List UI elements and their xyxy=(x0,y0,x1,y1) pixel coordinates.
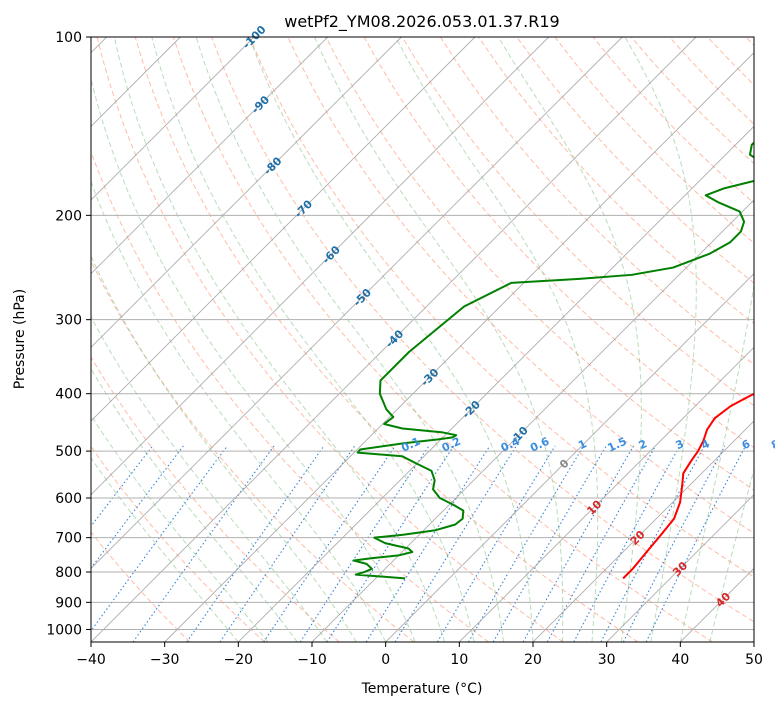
mixing-ratio-line xyxy=(263,445,396,642)
x-tick-label: 30 xyxy=(598,652,616,668)
dry-adiabat-line xyxy=(249,37,754,578)
y-axis-label: Pressure (hPa) xyxy=(12,289,28,389)
dewpoint-profile-line xyxy=(352,141,754,580)
isotherm-line xyxy=(91,37,328,275)
moist-adiabats xyxy=(91,37,754,642)
moist-adiabat-line xyxy=(91,457,239,642)
dry-adiabat-line xyxy=(91,445,265,642)
moist-adiabat-line xyxy=(624,37,697,642)
y-tick-label: 900 xyxy=(55,595,82,611)
y-tick-label: 500 xyxy=(55,444,82,460)
mixing-ratio-lines xyxy=(91,445,747,642)
y-tick-label: 600 xyxy=(55,491,82,507)
mixing-ratio-line xyxy=(299,445,430,642)
dry-adiabat-line xyxy=(516,37,754,284)
isotherm-line xyxy=(164,52,754,642)
mixing-ratio-line xyxy=(365,445,491,642)
isotherm-line xyxy=(606,494,754,642)
isotherm-line xyxy=(311,199,754,642)
moist-adiabat-line xyxy=(248,37,534,642)
y-tick-label: 300 xyxy=(55,313,82,329)
x-tick-label: −30 xyxy=(150,652,180,668)
y-axis-ticks: 100 200 300 400 500 600 700 800 900 1000 xyxy=(46,30,91,638)
x-axis-ticks: −40 −30 −20 −10 0 10 20 30 40 50 xyxy=(76,642,763,668)
plot-area: -100-90-80-70-60-50-40-30-20-10010203040… xyxy=(90,23,775,643)
dry-adiabat-line xyxy=(325,37,754,491)
x-axis-label: Temperature (°C) xyxy=(361,681,483,697)
plot-frame xyxy=(90,36,755,643)
dry-adiabat-line xyxy=(91,150,489,642)
dry-adiabat-line xyxy=(134,37,639,642)
isotherm-line xyxy=(238,125,754,642)
dry-adiabat-line xyxy=(96,37,564,642)
isotherm-line xyxy=(91,37,623,569)
x-tick-label: −40 xyxy=(76,652,106,668)
x-tick-label: 20 xyxy=(524,652,542,668)
isotherm-line xyxy=(459,346,754,642)
dry-adiabat-line xyxy=(211,37,754,623)
mixing-ratio-line xyxy=(522,445,634,642)
x-tick-label: 0 xyxy=(381,652,390,668)
moist-adiabat-line xyxy=(113,37,446,642)
y-tick-label: 400 xyxy=(55,387,82,403)
moist-adiabat-line xyxy=(151,37,475,642)
y-tick-label: 100 xyxy=(55,30,82,46)
isotherm-line xyxy=(91,37,255,201)
mixing-ratio-line xyxy=(326,445,455,642)
y-tick-label: 1000 xyxy=(46,622,82,638)
moist-adiabat-line xyxy=(91,254,357,642)
x-tick-label: −10 xyxy=(297,652,327,668)
isotherm-line xyxy=(91,37,402,348)
y-tick-label: 700 xyxy=(55,531,82,547)
dry-adiabat-line xyxy=(91,356,340,642)
moist-adiabat-line xyxy=(91,414,269,642)
moist-adiabat-line xyxy=(497,37,642,642)
isotherms xyxy=(91,37,754,642)
temperature-profile-line xyxy=(622,392,754,580)
isotherm-line xyxy=(385,273,754,642)
mixing-ratio-line xyxy=(436,445,556,642)
mixing-ratio-line xyxy=(186,445,325,642)
x-tick-label: −20 xyxy=(224,652,254,668)
mixing-ratio-line xyxy=(468,445,585,642)
isotherm-line xyxy=(91,37,697,642)
mixing-ratio-line xyxy=(91,445,184,570)
moist-adiabat-line xyxy=(314,37,564,642)
moist-adiabat-line xyxy=(195,37,505,642)
x-tick-label: 40 xyxy=(671,652,689,668)
dry-adiabat-line xyxy=(440,37,754,366)
mixing-ratio-line xyxy=(394,445,517,642)
moist-adiabat-line xyxy=(91,76,416,642)
isotherm-line xyxy=(532,420,754,642)
moist-adiabat-line xyxy=(91,315,328,642)
mixing-ratio-line xyxy=(132,445,275,642)
moist-adiabat-line xyxy=(91,180,387,642)
dry-adiabat-line xyxy=(91,531,191,642)
dry-adiabat-line xyxy=(401,37,754,407)
mixing-ratio-line xyxy=(546,445,657,642)
mixing-ratio-line xyxy=(219,445,356,642)
x-tick-label: 10 xyxy=(450,652,468,668)
pressure-gridlines xyxy=(91,37,754,630)
y-tick-label: 200 xyxy=(55,208,82,224)
sounding-series xyxy=(352,141,754,580)
x-tick-label: 50 xyxy=(745,652,763,668)
moist-adiabat-line xyxy=(709,467,754,642)
moist-adiabat-line xyxy=(679,281,754,642)
mixing-ratio-line xyxy=(622,445,726,642)
y-tick-label: 800 xyxy=(55,565,82,581)
chart-title: wetPf2_YM08.2026.053.01.37.R19 xyxy=(284,12,559,32)
isotherm-line xyxy=(91,37,549,496)
mixing-ratio-line xyxy=(645,445,747,642)
isotherm-line xyxy=(91,37,476,422)
mixing-ratio-label: 8 xyxy=(769,437,775,452)
dry-adiabat-line xyxy=(172,37,713,642)
